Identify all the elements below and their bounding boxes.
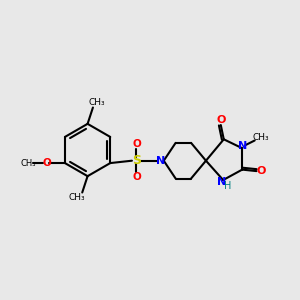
Text: O: O	[257, 166, 266, 176]
Text: H: H	[224, 181, 231, 191]
Text: CH₃: CH₃	[253, 133, 269, 142]
Text: CH₃: CH₃	[21, 159, 36, 168]
Text: N: N	[217, 177, 226, 187]
Text: N: N	[238, 141, 248, 152]
Text: O: O	[132, 172, 141, 182]
Text: O: O	[216, 115, 226, 125]
Text: N: N	[156, 156, 165, 166]
Text: O: O	[42, 158, 51, 168]
Text: S: S	[132, 154, 141, 167]
Text: CH₃: CH₃	[69, 194, 85, 202]
Text: O: O	[132, 139, 141, 149]
Text: CH₃: CH₃	[88, 98, 105, 107]
